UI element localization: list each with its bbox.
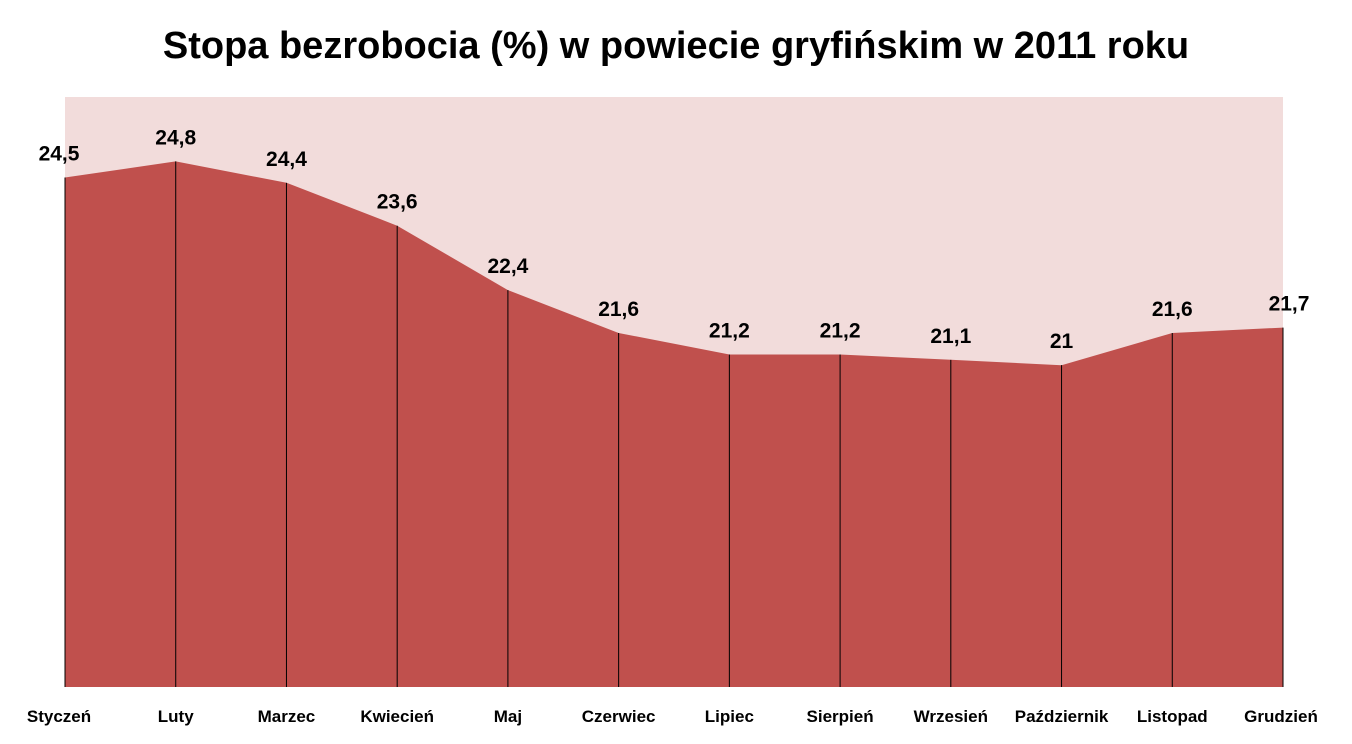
data-label: 22,4 (487, 255, 528, 278)
category-label: Lipiec (705, 707, 754, 726)
data-label: 21 (1050, 330, 1074, 353)
data-label: 21,2 (709, 319, 750, 342)
category-label: Luty (158, 707, 194, 726)
area-series (65, 161, 1283, 687)
data-label: 24,8 (155, 126, 196, 149)
category-label: Sierpień (807, 707, 874, 726)
data-label: 24,5 (39, 142, 80, 165)
category-label: Październik (1015, 707, 1109, 726)
area-series-layer (65, 161, 1283, 687)
data-label: 21,2 (820, 319, 861, 342)
data-label: 24,4 (266, 148, 307, 171)
category-labels-layer: Styczeń Luty Marzec Kwiecień Maj Czerwiec Lipi… (27, 707, 1318, 726)
category-label: Listopad (1137, 707, 1208, 726)
category-label: Marzec (258, 707, 316, 726)
category-label: Wrzesień (914, 707, 988, 726)
data-labels-layer: 24,5 24,8 24,4 23,6 22,4 21,6 21,2 21,2 21,1 21 21… (39, 126, 1310, 353)
chart-title: Stopa bezrobocia (%) w powiecie gryfińsk… (162, 25, 1190, 67)
category-label: Styczeń (27, 707, 91, 726)
data-label: 21,6 (598, 298, 639, 321)
category-label: Maj (494, 707, 522, 726)
category-label: Czerwiec (582, 707, 656, 726)
data-label: 21,7 (1269, 293, 1310, 316)
category-label: Grudzień (1244, 707, 1318, 726)
drop-lines-layer (64, 161, 1284, 687)
data-label: 23,6 (377, 191, 418, 214)
data-label: 21,1 (930, 325, 971, 348)
data-label: 21,6 (1152, 298, 1193, 321)
category-label: Kwiecień (360, 707, 434, 726)
